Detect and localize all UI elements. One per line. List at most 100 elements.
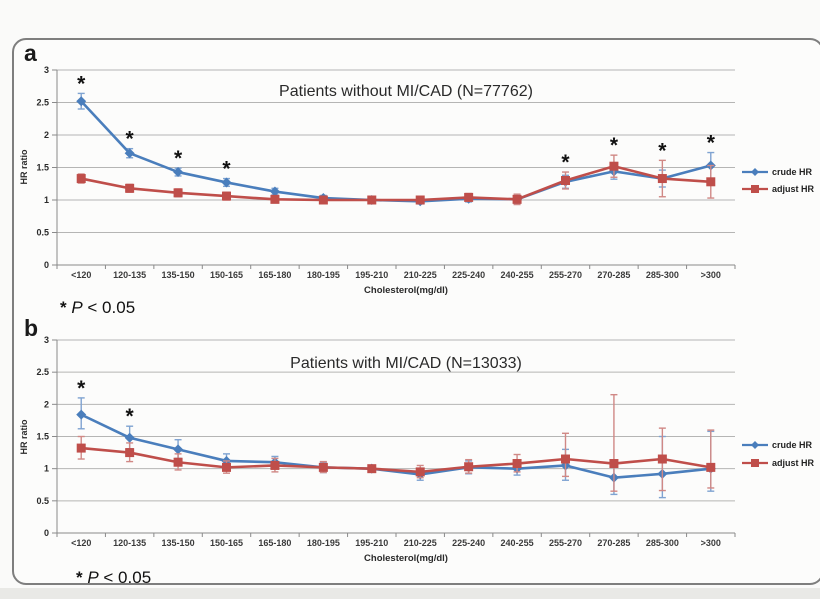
legend-label: crude HR [772,167,813,177]
data-point [367,195,377,205]
data-point [415,467,425,477]
x-tick-label: 120-135 [113,270,146,280]
x-tick-label: 150-165 [210,538,243,548]
data-point [221,177,232,188]
legend-label: adjust HR [772,184,815,194]
x-tick-label: 225-240 [452,538,485,548]
y-tick-label: 2.5 [36,367,49,377]
data-point [415,195,425,205]
error-bar [707,429,715,489]
x-tick-label: 285-300 [646,270,679,280]
x-tick-label: >300 [701,538,721,548]
x-tick-label: 195-210 [355,270,388,280]
data-point [706,177,716,187]
significance-asterisk: * [561,151,570,174]
data-point [124,148,135,159]
x-tick-label: 210-225 [404,270,437,280]
significance-asterisk: * [707,132,716,155]
figure-bottom-edge [0,588,820,599]
data-point [173,457,183,467]
legend-item: adjust HR [742,458,815,468]
significance-footnote: * P < 0.05 [60,298,135,317]
panel-b-label: b [24,315,39,341]
series-line [80,164,711,202]
x-tick-label: >300 [701,270,721,280]
y-tick-label: 0.5 [36,228,49,238]
data-point [125,448,135,458]
x-tick-label: 180-195 [307,270,340,280]
data-point [270,194,280,204]
data-point [512,459,522,469]
data-point [222,462,231,472]
x-tick-label: 255-270 [549,270,582,280]
x-tick-label: 165-180 [258,538,291,548]
x-tick-label: 195-210 [355,538,388,548]
significance-asterisk: * [174,147,183,170]
significance-asterisk: * [222,158,231,181]
data-point [76,443,86,453]
x-axis-label: Cholesterol(mg/dl) [364,553,448,564]
x-tick-label: 135-150 [162,270,195,280]
y-tick-label: 3 [44,65,49,75]
x-tick-label: 165-180 [258,270,291,280]
significance-asterisk: * [126,405,135,428]
data-point [173,167,184,178]
chart-panel-b: 0 0.5 1 1.5 2 2.5 3 <120 120-135 135-150 150-165 16… [19,335,815,586]
x-tick-label: 210-225 [404,538,437,548]
legend-marker [751,168,759,176]
series-line [81,446,712,474]
data-point [173,444,184,455]
data-point [76,409,87,420]
y-tick-label: 3 [44,335,49,345]
x-tick-label: 240-255 [501,270,534,280]
data-point [464,192,474,202]
data-point [76,174,86,184]
error-bar [610,393,618,492]
x-tick-label: <120 [71,270,91,280]
y-tick-label: 0 [44,260,49,270]
x-tick-label: 150-165 [210,270,243,280]
x-tick-label: 120-135 [113,538,146,548]
x-tick-label: 180-195 [307,538,340,548]
y-tick-label: 0 [44,528,49,538]
x-tick-label: <120 [71,538,91,548]
y-tick-label: 2 [44,399,49,409]
legend-label: crude HR [772,440,813,450]
chart-title: Patients without MI/CAD (N=77762) [279,83,533,100]
series-crude-HR [76,92,716,207]
x-tick-label: 135-150 [162,538,195,548]
data-point [561,176,570,185]
significance-asterisk: * [658,139,667,162]
y-tick-label: 2 [44,130,49,140]
data-point [609,459,619,469]
y-axis-label: HR ratio [19,149,29,185]
data-point [76,96,87,107]
significance-asterisk: * [77,377,86,400]
x-tick-label: 270-285 [597,538,630,548]
data-point [706,462,716,472]
significance-asterisk: * [610,134,619,157]
data-point [512,194,522,204]
x-tick-label: 255-270 [549,538,582,548]
y-tick-label: 1 [44,195,49,205]
x-tick-label: 270-285 [597,270,630,280]
series-adjust-HR [76,154,716,206]
y-tick-label: 1.5 [36,163,49,173]
legend-item: crude HR [742,440,813,450]
data-point [173,188,183,198]
data-point [318,195,328,205]
panel-a-label: a [24,40,37,66]
data-point [222,191,231,201]
data-point [609,161,619,171]
y-axis-label: HR ratio [19,419,29,455]
legend-marker [751,441,759,449]
significance-asterisk: * [77,72,86,95]
x-tick-label: 240-255 [501,538,534,548]
x-axis-label: Cholesterol(mg/dl) [364,285,448,296]
y-tick-label: 1.5 [36,432,49,442]
y-tick-label: 2.5 [36,98,49,108]
significance-footnote: * P < 0.05 [76,568,151,586]
legend-label: adjust HR [772,458,815,468]
chart-panel-a: 0 0.5 1 1.5 2 2.5 3 <120 120-135 135-150 150-165 16… [19,65,815,317]
y-tick-label: 1 [44,464,49,474]
